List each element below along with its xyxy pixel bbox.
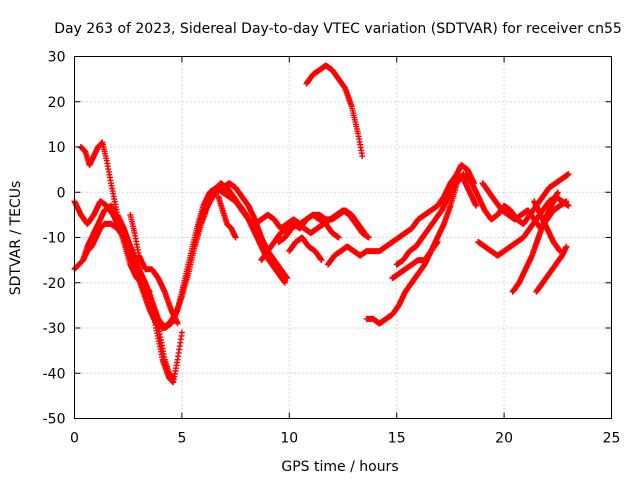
y-tick-label: 10: [48, 140, 66, 156]
marker-trail: [389, 239, 441, 282]
series-track-u: [533, 243, 570, 295]
x-tick-label: 0: [70, 431, 79, 447]
x-tick-label: 20: [495, 431, 513, 447]
marker-trail: [211, 180, 288, 286]
y-tick-label: 20: [48, 95, 66, 111]
series-track-d: [80, 202, 177, 381]
y-tick-label: -10: [43, 231, 66, 247]
marker-trail: [215, 193, 239, 241]
series-track-o: [393, 162, 477, 268]
y-tick-label: -30: [43, 321, 66, 337]
y-tick-label: 0: [57, 185, 66, 201]
marker-trail: [275, 207, 372, 245]
marker-trail: [127, 211, 181, 327]
series-track-j: [275, 207, 372, 245]
series-track-g: [211, 180, 288, 286]
grid-lines: [74, 56, 612, 419]
marker-trail: [393, 162, 477, 268]
x-tick-label: 25: [603, 431, 621, 447]
series-track-e: [127, 211, 181, 327]
x-tick-label: 10: [280, 431, 298, 447]
x-axis-label: GPS time / hours: [281, 459, 398, 475]
y-axis-label: SDTVAR / TECUs: [8, 181, 24, 296]
marker-trail: [533, 243, 570, 295]
y-tick-label: 30: [48, 50, 66, 66]
series-track-h: [215, 193, 239, 241]
marker-trail: [80, 202, 177, 381]
marker-trail: [303, 62, 366, 160]
y-tick-label: -40: [43, 366, 66, 382]
y-tick-label: -50: [43, 412, 66, 428]
series-track-m: [303, 62, 366, 160]
marker-trail: [531, 198, 563, 255]
series-track-k: [286, 234, 325, 264]
chart-title: Day 263 of 2023, Sidereal Day-to-day VTE…: [54, 21, 622, 37]
marker-trail: [462, 171, 572, 227]
series-track-p: [389, 239, 441, 282]
y-tick-label: -20: [43, 276, 66, 292]
series-track-v: [531, 198, 563, 255]
axis-ticks: -50 -40 -30 -20 -10 0 10 20 30 0 5 10 15 20 25: [43, 50, 621, 447]
x-tick-label: 5: [177, 431, 186, 447]
x-tick-label: 15: [388, 431, 406, 447]
marker-trail: [286, 234, 325, 264]
series-track-q: [462, 171, 572, 227]
